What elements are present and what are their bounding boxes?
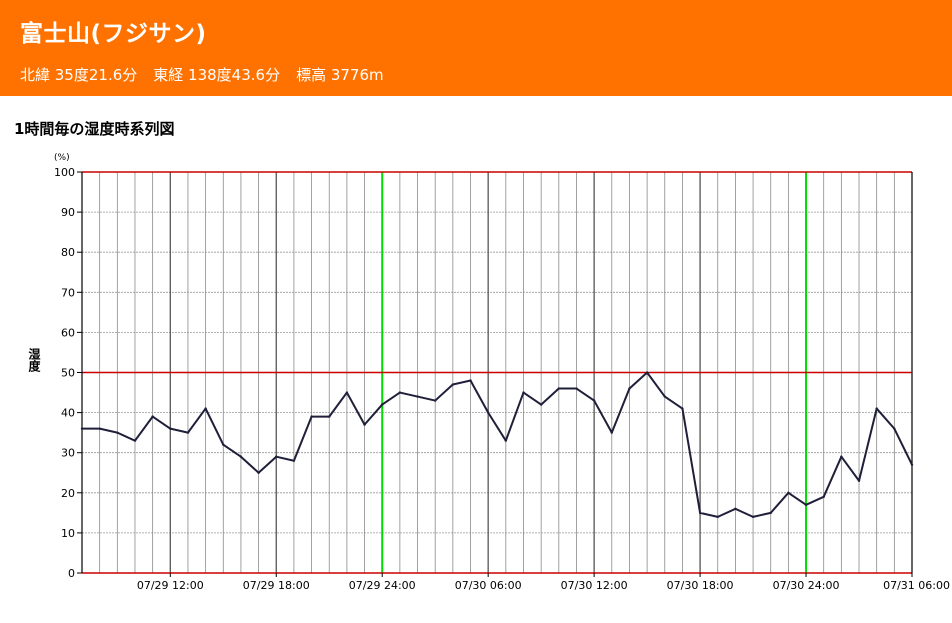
data-point bbox=[681, 407, 684, 410]
y-tick-label: 70 bbox=[61, 286, 75, 299]
data-point bbox=[398, 391, 402, 394]
humidity-chart: 0 10 20 30 40 50 60 70 80 90 100 07/29 12:00 07/29 1… bbox=[27, 153, 950, 592]
data-point bbox=[522, 391, 525, 394]
x-tick-label: 07/30 18:00 bbox=[667, 579, 734, 592]
x-tick-label: 07/30 06:00 bbox=[455, 579, 522, 592]
data-point bbox=[275, 455, 278, 458]
y-tick-label: 80 bbox=[61, 246, 75, 259]
data-point bbox=[592, 399, 596, 402]
data-point bbox=[857, 479, 861, 482]
x-tick-label: 07/29 12:00 bbox=[137, 579, 204, 592]
x-tick-label: 07/30 12:00 bbox=[561, 579, 628, 592]
data-point bbox=[628, 387, 631, 390]
y-tick-label: 100 bbox=[54, 166, 75, 179]
x-tick-label: 07/29 18:00 bbox=[243, 579, 310, 592]
data-point bbox=[310, 415, 313, 418]
axes bbox=[77, 171, 913, 577]
data-point bbox=[557, 387, 561, 390]
x-tick-label: 07/29 24:00 bbox=[349, 579, 416, 592]
data-point bbox=[787, 491, 790, 494]
reference-lines bbox=[82, 171, 912, 574]
data-point bbox=[875, 407, 878, 410]
y-tick-label: 50 bbox=[61, 367, 75, 380]
data-point bbox=[716, 515, 719, 519]
data-point bbox=[645, 371, 649, 374]
data-point bbox=[116, 431, 119, 434]
data-point bbox=[575, 387, 578, 390]
data-point bbox=[751, 515, 755, 519]
y-tick-label: 10 bbox=[61, 527, 75, 540]
station-title: 富士山(フジサン) bbox=[20, 21, 207, 47]
y-tick-label: 40 bbox=[61, 407, 75, 420]
y-axis-label: 湿度 bbox=[27, 347, 41, 373]
data-point bbox=[381, 403, 384, 406]
data-point bbox=[504, 439, 508, 442]
data-point bbox=[734, 507, 737, 511]
data-point bbox=[893, 427, 896, 430]
data-point bbox=[910, 463, 914, 466]
data-point bbox=[840, 455, 843, 458]
data-point bbox=[133, 439, 137, 442]
latitude-text: 北緯 35度21.6分 bbox=[20, 66, 138, 84]
data-point bbox=[345, 391, 349, 394]
data-point bbox=[151, 415, 154, 418]
data-point bbox=[539, 403, 543, 406]
data-point bbox=[239, 455, 243, 458]
y-tick-label: 20 bbox=[61, 487, 75, 500]
longitude-text: 東経 138度43.6分 bbox=[153, 66, 281, 84]
y-tick-label: 30 bbox=[61, 447, 75, 460]
data-point bbox=[80, 427, 84, 430]
x-tick-label: 07/30 24:00 bbox=[773, 579, 840, 592]
data-point bbox=[469, 379, 472, 382]
data-point bbox=[822, 495, 825, 499]
station-header: 富士山(フジサン) 北緯 35度21.6分 東経 138度43.6分 標高 3776… bbox=[0, 0, 952, 96]
data-point bbox=[804, 503, 808, 507]
station-coordinates: 北緯 35度21.6分 東経 138度43.6分 標高 3776m bbox=[20, 64, 400, 85]
series-layer bbox=[80, 371, 914, 519]
data-point bbox=[363, 423, 366, 426]
chart-section-title: 1時間毎の湿度時系列図 bbox=[14, 120, 175, 138]
elevation-text: 標高 3776m bbox=[296, 66, 384, 84]
data-point bbox=[698, 511, 702, 515]
data-point bbox=[204, 407, 207, 410]
y-tick-label: 0 bbox=[68, 567, 75, 580]
data-point bbox=[222, 443, 225, 446]
y-axis-unit: (%) bbox=[54, 153, 70, 163]
data-point bbox=[486, 411, 490, 414]
x-tick-label: 07/31 06:00 bbox=[883, 579, 950, 592]
y-tick-label: 90 bbox=[61, 206, 75, 219]
data-point bbox=[663, 395, 666, 398]
data-point bbox=[98, 427, 101, 430]
data-point bbox=[169, 427, 172, 430]
data-point bbox=[433, 399, 437, 402]
data-point bbox=[416, 395, 419, 398]
data-point bbox=[257, 471, 260, 474]
humidity-series-line bbox=[82, 371, 913, 518]
tick-labels: 0 10 20 30 40 50 60 70 80 90 100 07/29 12:00 07/29 1… bbox=[54, 166, 950, 592]
data-point bbox=[328, 415, 331, 418]
y-tick-label: 60 bbox=[61, 326, 75, 339]
data-point bbox=[186, 431, 190, 434]
data-point bbox=[292, 459, 296, 462]
data-point bbox=[610, 431, 613, 434]
data-point bbox=[451, 383, 455, 386]
data-point bbox=[769, 511, 772, 515]
